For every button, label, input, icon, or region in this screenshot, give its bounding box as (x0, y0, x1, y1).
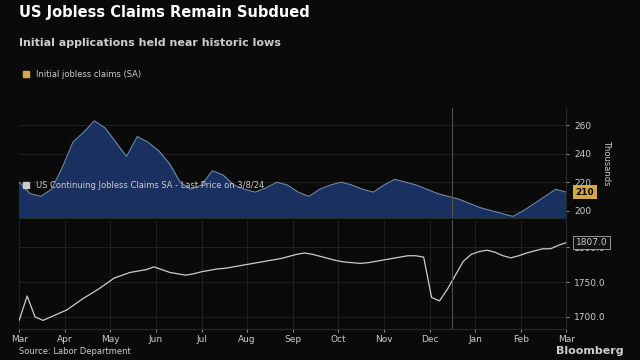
Text: Initial applications held near historic lows: Initial applications held near historic … (19, 38, 281, 48)
Text: 210: 210 (576, 188, 595, 197)
Text: Source: Labor Department: Source: Labor Department (19, 347, 131, 356)
Legend: Initial jobless claims (SA): Initial jobless claims (SA) (19, 66, 145, 82)
Legend: US Continuing Jobless Claims SA - Last Price on 3/8/24: US Continuing Jobless Claims SA - Last P… (19, 178, 268, 194)
Text: 1807.0: 1807.0 (576, 238, 607, 247)
Y-axis label: Thousands: Thousands (602, 140, 611, 186)
Text: US Jobless Claims Remain Subdued: US Jobless Claims Remain Subdued (19, 5, 310, 21)
Text: Bloomberg: Bloomberg (556, 346, 624, 356)
